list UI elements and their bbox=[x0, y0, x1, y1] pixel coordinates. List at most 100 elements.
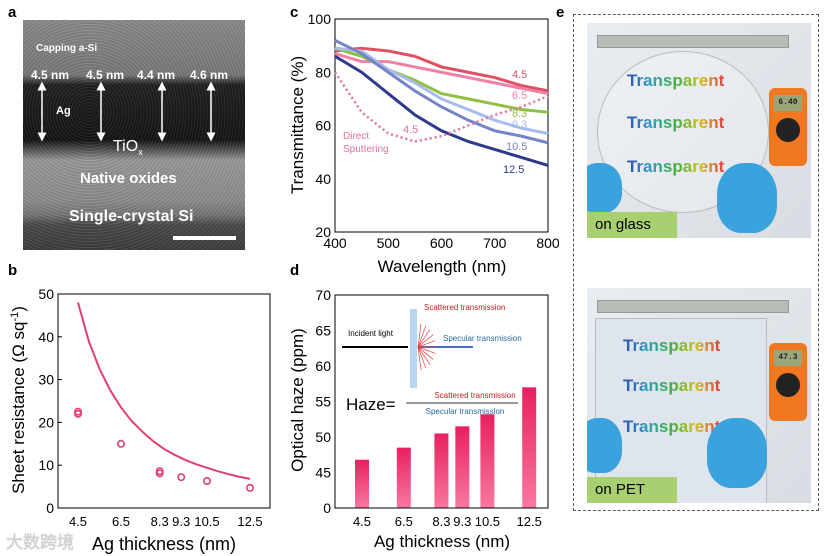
y-tick-label: 45 bbox=[315, 465, 331, 481]
y-tick-label: 100 bbox=[308, 11, 332, 27]
annotation: Direct bbox=[343, 131, 369, 142]
panel-label-d: d bbox=[290, 262, 300, 279]
watermark: 大数跨境 bbox=[6, 533, 74, 552]
x-tick-label: 9.3 bbox=[172, 514, 190, 529]
x-tick-label: 400 bbox=[323, 235, 347, 251]
y-tick-label: 40 bbox=[315, 171, 331, 187]
scale-bar bbox=[173, 236, 236, 240]
y-tick-label: 55 bbox=[315, 394, 331, 410]
bar-8.3 bbox=[434, 433, 449, 508]
thickness-label: 4.6 nm bbox=[190, 68, 229, 82]
denominator: Specular transmission bbox=[426, 407, 505, 416]
x-tick-label: 12.5 bbox=[237, 514, 262, 529]
x-tick-label: 800 bbox=[536, 235, 560, 251]
scatter-ray-icon bbox=[417, 346, 422, 371]
on-pet-label: on PET bbox=[587, 477, 677, 503]
series-line-4.5 bbox=[334, 46, 549, 93]
scatter-ray-icon bbox=[417, 329, 431, 348]
x-tick-label: 600 bbox=[430, 235, 454, 251]
panel-label-c: c bbox=[290, 4, 299, 21]
model-curve bbox=[77, 302, 251, 480]
ruler bbox=[597, 35, 789, 48]
y-label-main: Sheet resistance (Ω sq bbox=[9, 322, 28, 494]
y-label-sup: -1 bbox=[9, 312, 21, 322]
x-tick-label: 500 bbox=[377, 235, 401, 251]
film-icon bbox=[410, 309, 417, 388]
bar-9.3 bbox=[455, 426, 470, 508]
x-tick-label: 10.5 bbox=[475, 514, 500, 529]
scatter-ray-icon bbox=[417, 340, 436, 348]
scatter-ray-icon bbox=[417, 346, 434, 360]
scatter-ray-icon bbox=[417, 346, 427, 369]
x-tick-label: 4.5 bbox=[353, 514, 371, 529]
native-oxides-label: Native oxides bbox=[80, 170, 177, 187]
y-axis-label: Transmittance (%) bbox=[288, 56, 307, 194]
series-label: 12.5 bbox=[503, 164, 524, 176]
y-tick-label: 70 bbox=[315, 287, 331, 303]
scatter-ray-icon bbox=[417, 334, 434, 348]
x-tick-label: 8.3 bbox=[151, 514, 169, 529]
y-tick-label: 60 bbox=[315, 358, 331, 374]
panel-label-a: a bbox=[8, 4, 17, 21]
transparent-text: Transparent bbox=[623, 336, 721, 355]
series-line-10.5 bbox=[334, 38, 549, 145]
scatter-ray-icon bbox=[417, 323, 422, 348]
plot-frame bbox=[334, 18, 549, 233]
data-point bbox=[246, 483, 255, 492]
substrate-label: Single-crystal Si bbox=[69, 208, 194, 225]
y-axis-label: Optical haze (ppm) bbox=[288, 328, 307, 472]
multimeter: 47.3 bbox=[769, 343, 807, 421]
bar-12.5 bbox=[522, 387, 537, 508]
on-glass-label: on glass bbox=[587, 212, 677, 238]
tem-micrograph: Capping a-Si 4.5 nm 4.5 nm 4.4 nm 4.6 nm… bbox=[23, 20, 245, 250]
glove bbox=[587, 418, 622, 473]
y-tick-label: 10 bbox=[38, 457, 54, 473]
series-label: 9.3 bbox=[512, 119, 527, 131]
x-tick-label: 6.5 bbox=[112, 514, 130, 529]
series-label: 8.3 bbox=[512, 108, 527, 120]
haze-formula-lhs: Haze= bbox=[346, 395, 396, 414]
chart-d-optical-haze: 4.5 6.5 8.3 9.3 10.5 12.5 0 45 50 55 60 65 70 Inciden… bbox=[288, 287, 549, 551]
x-tick-label: 6.5 bbox=[395, 514, 413, 529]
thickness-label: 4.5 nm bbox=[86, 68, 125, 82]
thickness-label: 4.5 nm bbox=[31, 68, 70, 82]
y-tick-label: 30 bbox=[38, 372, 54, 388]
plot-frame bbox=[334, 294, 549, 509]
incident-label: Incident light bbox=[348, 329, 394, 338]
photo-on-pet: Transparent Transparent Transparent 47.3… bbox=[587, 288, 811, 503]
transparent-text: Transparent bbox=[627, 113, 725, 132]
y-label-end: ) bbox=[9, 306, 28, 312]
glove bbox=[707, 418, 767, 488]
tiox-text: TiO bbox=[113, 138, 139, 155]
y-tick-label: 60 bbox=[315, 118, 331, 134]
series-line-12.5 bbox=[334, 54, 549, 167]
x-tick-label: 10.5 bbox=[194, 514, 219, 529]
scatter-ray-icon bbox=[417, 325, 427, 348]
x-tick-label: 8.3 bbox=[432, 514, 450, 529]
transparent-text: Transparent bbox=[623, 376, 721, 395]
y-tick-label: 50 bbox=[315, 429, 331, 445]
tiox-label: TiOx bbox=[113, 138, 143, 157]
panel-label-b: b bbox=[8, 262, 18, 279]
thickness-arrows bbox=[37, 81, 236, 240]
data-point bbox=[203, 477, 212, 486]
thickness-label: 4.4 nm bbox=[137, 68, 176, 82]
y-tick-label: 40 bbox=[38, 329, 54, 345]
multimeter: 6.40 bbox=[769, 88, 807, 166]
photo-on-glass: Transparent Transparent Transparent 6.40… bbox=[587, 23, 811, 238]
specular-label: Specular transmission bbox=[443, 334, 522, 343]
data-point bbox=[74, 409, 83, 418]
ag-layer-label: Ag bbox=[56, 105, 71, 117]
series-label: 10.5 bbox=[506, 141, 527, 153]
panel-label-e: e bbox=[556, 4, 565, 21]
meter-reading: 6.40 bbox=[774, 95, 802, 111]
transparent-text: Transparent bbox=[627, 157, 725, 176]
scattered-label: Scattered transmission bbox=[424, 303, 505, 312]
tiox-subscript: x bbox=[138, 147, 143, 158]
y-tick-label: 0 bbox=[323, 500, 331, 516]
bar-6.5 bbox=[396, 447, 411, 508]
scatter-ray-icon bbox=[417, 346, 436, 354]
x-axis-label: Ag thickness (nm) bbox=[92, 534, 236, 554]
